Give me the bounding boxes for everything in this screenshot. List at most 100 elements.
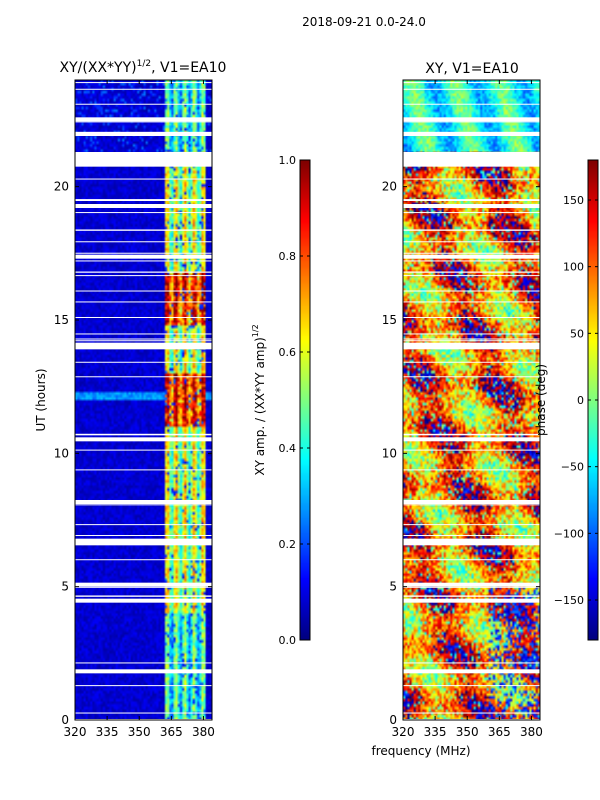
amp-cbar-tick-label: 0.4: [279, 442, 297, 455]
phase-flag-line-30: [403, 595, 540, 597]
amp-ytick-label: 15: [54, 313, 69, 327]
amp-title-exp: 1/2: [137, 59, 151, 69]
phase-heatmap-image: [403, 80, 540, 720]
amp-flag-line-20: [75, 524, 212, 526]
amp-flag-line-12: [75, 433, 212, 435]
amp-ytick-label: 0: [61, 713, 69, 727]
phase-y-axis: 0 5 10 15 20: [382, 180, 540, 727]
amp-flag-line-28: [75, 212, 212, 214]
amp-flag-line-15: [75, 361, 212, 363]
amp-colorbar-label: XY amp. / (XX*YY amp)1/2: [251, 324, 267, 475]
phase-ytick-label: 0: [389, 713, 397, 727]
amp-flag-line-5: [75, 712, 212, 714]
amp-flag-line-38: [75, 685, 212, 687]
phase-cbar-tick-label: −150: [554, 594, 584, 607]
amp-flag-line-24: [75, 131, 212, 133]
amp-flag-line-33: [75, 199, 212, 201]
phase-cbar-tick-label: 100: [563, 261, 584, 274]
amp-flag-line-26: [75, 434, 212, 436]
amp-flag-line-36: [75, 469, 212, 471]
amp-flag-line-11: [75, 178, 212, 180]
amp-flag-line-13: [75, 121, 212, 123]
amp-cbar-tick-label: 0.8: [279, 250, 297, 263]
figure-suptitle: 2018-09-21 0.0-24.0: [302, 15, 426, 29]
amp-colorbar-gradient: [300, 160, 310, 640]
phase-flag-line-32: [403, 504, 540, 506]
phase-colorbar: −150 −100 −50 0 50 100 150: [554, 159, 599, 641]
amp-flag-line-14: [75, 290, 212, 292]
phase-flag-11: [403, 117, 540, 122]
phase-flag-line-39: [403, 301, 540, 303]
amp-flag-line-23: [75, 229, 212, 231]
amp-flag-line-3: [75, 260, 212, 262]
amp-panel: XY/(XX*YY)1/2, V1=EA10 320 335 350 365 380 0…: [34, 59, 226, 739]
phase-x-axis: 320 335 350 365 380: [392, 80, 543, 739]
phase-flag-line-12: [403, 433, 540, 435]
amp-colorbar-ticks: 0.0 0.2 0.4 0.6 0.8 1.0: [279, 154, 310, 647]
amp-flag-line-1: [75, 88, 212, 90]
amp-y-axis-label: UT (hours): [34, 368, 48, 431]
amp-flag-11: [75, 117, 212, 122]
amp-flag-line-25: [75, 241, 212, 243]
amp-panel-title: XY/(XX*YY)1/2, V1=EA10: [60, 59, 227, 76]
phase-cbar-tick-label: −100: [554, 527, 584, 540]
amp-xtick-label: 365: [160, 725, 183, 739]
phase-flag-line-27: [403, 340, 540, 342]
phase-flag-line-8: [403, 271, 540, 273]
phase-flag-line-17: [403, 103, 540, 105]
phase-panel-title: XY, V1=EA10: [425, 61, 519, 77]
phase-flag-line-37: [403, 662, 540, 664]
phase-flag-line-19: [403, 275, 540, 277]
phase-panel: XY, V1=EA10 320 335 350 365 380 0 5 10 15 20 pha…: [382, 61, 548, 739]
amp-cbar-tick-label: 1.0: [279, 154, 297, 167]
phase-flag-5: [403, 437, 540, 442]
phase-flag-0: [403, 669, 540, 674]
phase-flag-line-1: [403, 88, 540, 90]
amp-ytick-label: 5: [61, 580, 69, 594]
amp-flag-line-37: [75, 662, 212, 664]
amp-cbar-tick-label: 0.2: [279, 538, 297, 551]
amp-flag-line-34: [75, 316, 212, 318]
amp-ytick-label: 10: [54, 446, 69, 460]
phase-flag-4: [403, 500, 540, 504]
phase-flag-3: [403, 538, 540, 546]
amp-cbar-tick-label: 0.6: [279, 346, 297, 359]
phase-colorbar-ticks: −150 −100 −50 0 50 100 150: [554, 194, 598, 607]
phase-flag-line-31: [403, 252, 540, 254]
phase-xtick-label: 350: [456, 725, 479, 739]
amp-flag-9: [75, 152, 212, 167]
phase-flag-line-7: [403, 586, 540, 588]
phase-flag-2: [403, 582, 540, 587]
amp-flag-line-0: [75, 200, 212, 202]
phase-xtick-label: 320: [392, 725, 415, 739]
amp-flag-line-9: [75, 82, 212, 84]
phase-flag-line-5: [403, 712, 540, 714]
phase-flag-7: [403, 254, 540, 259]
amp-xtick-label: 350: [128, 725, 151, 739]
amp-flag-1: [75, 598, 212, 603]
amp-flag-line-16: [75, 718, 212, 720]
amp-x-axis: 320 335 350 365 380: [64, 80, 215, 739]
phase-flag-line-3: [403, 260, 540, 262]
phase-colorbar-label: phase (deg): [534, 364, 548, 436]
phase-xtick-label: 380: [520, 725, 543, 739]
phase-flag-line-28: [403, 212, 540, 214]
shared-x-axis-label: frequency (MHz): [371, 744, 470, 758]
phase-flag-line-38: [403, 685, 540, 687]
phase-flag-line-2: [403, 559, 540, 561]
phase-flag-6: [403, 342, 540, 350]
amp-flag-line-31: [75, 252, 212, 254]
amp-ytick-label: 20: [54, 180, 69, 194]
amp-cbar-label-exp: 1/2: [251, 324, 260, 337]
phase-ytick-label: 5: [389, 580, 397, 594]
amp-plot-frame: [74, 79, 213, 721]
amp-cbar-tick-label: 0.0: [279, 634, 297, 647]
phase-flag-line-6: [403, 535, 540, 537]
phase-flag-line-11: [403, 178, 540, 180]
phase-flag-line-25: [403, 241, 540, 243]
phase-flag-line-14: [403, 290, 540, 292]
amp-flag-7: [75, 254, 212, 259]
amp-xtick-label: 380: [192, 725, 215, 739]
amp-flag-line-39: [75, 301, 212, 303]
